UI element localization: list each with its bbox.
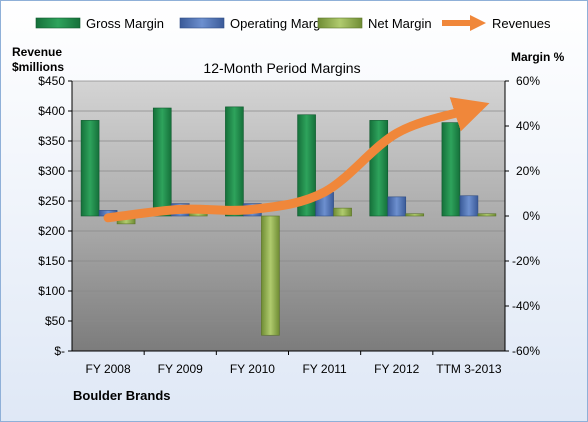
y-right-tick-label: -20%	[512, 254, 540, 268]
revenue-point	[323, 191, 326, 193]
revenue-line	[103, 97, 490, 223]
y-left-tick-label: $300	[38, 164, 65, 178]
gross-margin-bar	[369, 120, 389, 217]
gross-margin-bar	[152, 107, 172, 217]
y-right-label: Margin %	[511, 50, 565, 64]
x-tick-label: TTM 3-2013	[436, 362, 502, 376]
x-tick-label: FY 2010	[230, 362, 275, 376]
axes: $450 $400 $350 $300 $250 $200 $150 $100 $50 $- 60%…	[38, 74, 540, 376]
legend-swatch	[179, 17, 225, 29]
operating-margin-bar	[459, 195, 479, 217]
legend-swatch	[35, 17, 81, 29]
y-right-tick-label: -40%	[512, 299, 540, 313]
legend-label: Gross Margin	[86, 16, 164, 31]
y-left-tick-label: $150	[38, 254, 65, 268]
y-right-tick-label: 60%	[516, 74, 540, 88]
y-left-tick-label: $50	[45, 314, 65, 328]
y-right-tick-label: 0%	[523, 209, 541, 223]
x-tick-label: FY 2012	[374, 362, 419, 376]
gross-margin-bar	[297, 114, 316, 217]
y-left-tick-label: $400	[38, 104, 65, 118]
chart-title: 12-Month Period Margins	[203, 60, 360, 76]
revenue-point	[107, 216, 110, 219]
revenue-point	[467, 108, 470, 111]
company-name: Boulder Brands	[73, 388, 171, 403]
legend: Gross Margin Operating Margin Net Margin Re…	[35, 15, 551, 31]
y-left-tick-label: $200	[38, 224, 65, 238]
gross-margin-bar	[441, 122, 461, 217]
net-margin-bar	[261, 215, 280, 336]
legend-label: Revenues	[492, 16, 551, 31]
y-right-tick-label: 20%	[516, 164, 540, 178]
net-margin-bar	[333, 207, 352, 217]
operating-margin-bar	[387, 196, 407, 217]
y-left-tick-label: $250	[38, 194, 65, 208]
x-tick-label: FY 2011	[302, 362, 347, 376]
legend-swatch	[317, 17, 363, 29]
revenue-line-path	[103, 97, 490, 223]
y-left-tick-label: $-	[54, 344, 65, 358]
y-left-tick-label: $350	[38, 134, 65, 148]
y-left-tick-label: $450	[38, 74, 65, 88]
gross-margin-bar	[80, 120, 100, 217]
net-margin-bar	[405, 213, 425, 217]
y-right-tick-label: 40%	[516, 119, 540, 133]
y-left-tick-label: $100	[38, 284, 65, 298]
legend-label: Operating Margin	[230, 16, 330, 31]
revenue-point	[179, 208, 182, 211]
legend-arrow-icon	[470, 15, 486, 31]
gross-margin-bar	[225, 106, 244, 217]
y-left-label-line2: $millions	[12, 60, 64, 74]
y-right-tick-label: -60%	[512, 344, 540, 358]
revenue-point	[395, 132, 398, 135]
revenue-point	[251, 208, 254, 211]
y-left-label-line1: Revenue	[12, 45, 62, 59]
x-tick-label: FY 2009	[158, 362, 203, 376]
net-margin-bar	[477, 213, 497, 217]
legend-label: Net Margin	[368, 16, 432, 31]
x-tick-label: FY 2008	[86, 362, 131, 376]
